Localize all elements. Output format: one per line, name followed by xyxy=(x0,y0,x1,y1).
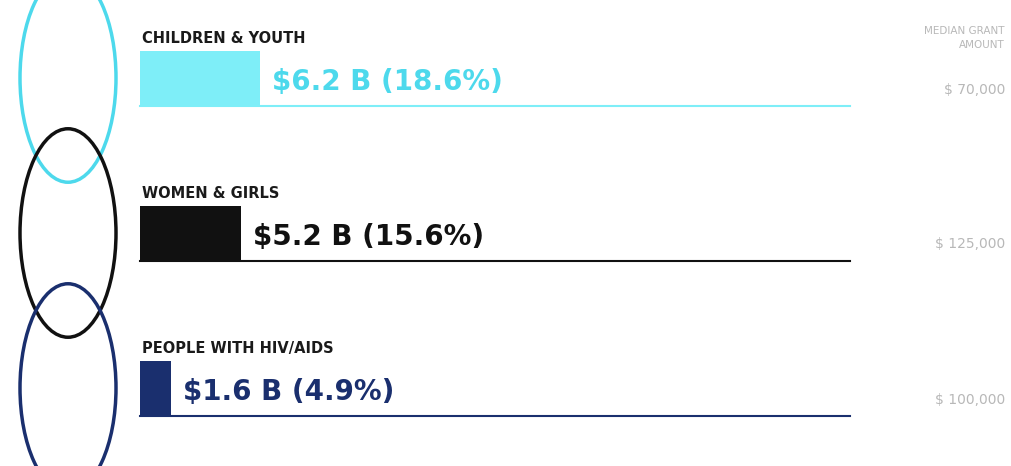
Text: PEOPLE WITH HIV/AIDS: PEOPLE WITH HIV/AIDS xyxy=(142,341,334,356)
Text: WOMEN & GIRLS: WOMEN & GIRLS xyxy=(142,186,279,201)
Bar xyxy=(140,50,260,105)
Text: CHILDREN & YOUTH: CHILDREN & YOUTH xyxy=(142,31,305,46)
Text: $1.6 B (4.9%): $1.6 B (4.9%) xyxy=(183,378,394,406)
Bar xyxy=(140,361,171,416)
Text: $6.2 B (18.6%): $6.2 B (18.6%) xyxy=(272,68,502,96)
Text: $ 70,000: $ 70,000 xyxy=(942,82,1004,96)
Text: $ 125,000: $ 125,000 xyxy=(934,238,1004,252)
Text: $ 100,000: $ 100,000 xyxy=(934,392,1004,406)
Text: MEDIAN GRANT
AMOUNT: MEDIAN GRANT AMOUNT xyxy=(924,26,1004,50)
Text: $5.2 B (15.6%): $5.2 B (15.6%) xyxy=(253,223,483,251)
Bar xyxy=(140,206,241,260)
